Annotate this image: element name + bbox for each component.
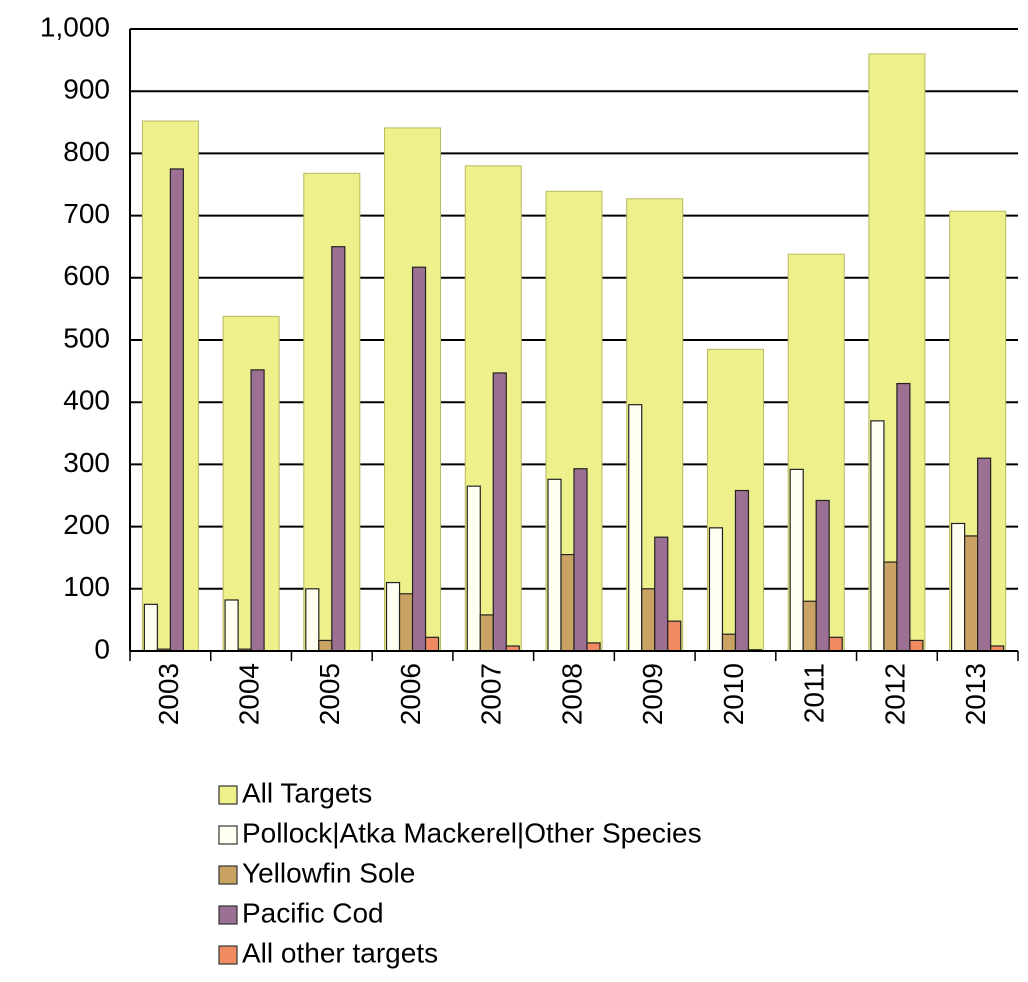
- bar: [560, 553, 575, 652]
- bar: [734, 489, 750, 652]
- bar: [628, 404, 643, 652]
- bar: [951, 522, 966, 652]
- legend-label: Pollock|Atka Mackerel|Other Species: [242, 817, 702, 848]
- bar: [250, 369, 265, 652]
- x-tick-label: 2004: [233, 663, 264, 725]
- y-tick-label: 300: [63, 447, 110, 478]
- x-tick-label: 2012: [879, 663, 910, 725]
- legend-label: All Targets: [242, 777, 372, 808]
- bar: [385, 581, 401, 652]
- bar: [318, 639, 333, 652]
- x-tick-label: 2003: [153, 663, 184, 725]
- bar: [708, 527, 724, 652]
- legend-swatch: [218, 865, 238, 885]
- bar: [870, 420, 885, 652]
- bar: [667, 620, 682, 652]
- legend-swatch: [218, 945, 238, 965]
- x-tick-label: 2009: [637, 663, 668, 725]
- y-tick-label: 900: [63, 74, 110, 105]
- y-tick-label: 500: [63, 322, 110, 353]
- bar: [305, 588, 320, 652]
- legend-swatch: [218, 825, 238, 845]
- bar: [331, 246, 346, 652]
- bar: [977, 457, 992, 652]
- bar: [169, 168, 184, 652]
- bar: [815, 499, 830, 652]
- bar: [909, 639, 924, 652]
- x-tick-label: 2010: [718, 663, 749, 725]
- y-tick-label: 400: [63, 385, 110, 416]
- bar: [654, 536, 669, 652]
- bar: [479, 614, 494, 652]
- legend-label: Yellowfin Sole: [242, 857, 415, 888]
- y-tick-label: 100: [63, 571, 110, 602]
- bar: [964, 535, 979, 652]
- bar: [721, 633, 737, 652]
- y-tick-label: 0: [94, 633, 110, 664]
- bar: [883, 561, 898, 652]
- x-tick-label: 2011: [799, 663, 830, 723]
- bar: [398, 593, 414, 652]
- bar: [492, 372, 507, 652]
- y-tick-label: 200: [63, 509, 110, 540]
- x-tick-label: 2006: [395, 663, 426, 725]
- bar: [573, 468, 588, 652]
- legend-swatch: [218, 785, 238, 805]
- y-tick-label: 1,000: [40, 11, 110, 42]
- y-tick-label: 800: [63, 136, 110, 167]
- x-tick-label: 2005: [314, 663, 345, 725]
- bar: [143, 603, 158, 652]
- bar: [586, 642, 601, 652]
- bar: [641, 588, 656, 652]
- y-tick-label: 700: [63, 198, 110, 229]
- bar: [466, 485, 481, 652]
- y-tick-label: 600: [63, 260, 110, 291]
- bar: [424, 636, 440, 652]
- bar: [224, 599, 239, 652]
- x-tick-label: 2013: [960, 663, 991, 725]
- legend-label: Pacific Cod: [242, 897, 384, 928]
- bar: [828, 636, 843, 652]
- bar: [411, 266, 427, 652]
- x-tick-label: 2007: [476, 663, 507, 725]
- bar: [547, 478, 562, 652]
- legend-swatch: [218, 905, 238, 925]
- bar: [896, 382, 911, 652]
- bar: [789, 468, 804, 652]
- bar: [802, 600, 817, 652]
- legend-label: All other targets: [242, 937, 438, 968]
- x-tick-label: 2008: [556, 663, 587, 725]
